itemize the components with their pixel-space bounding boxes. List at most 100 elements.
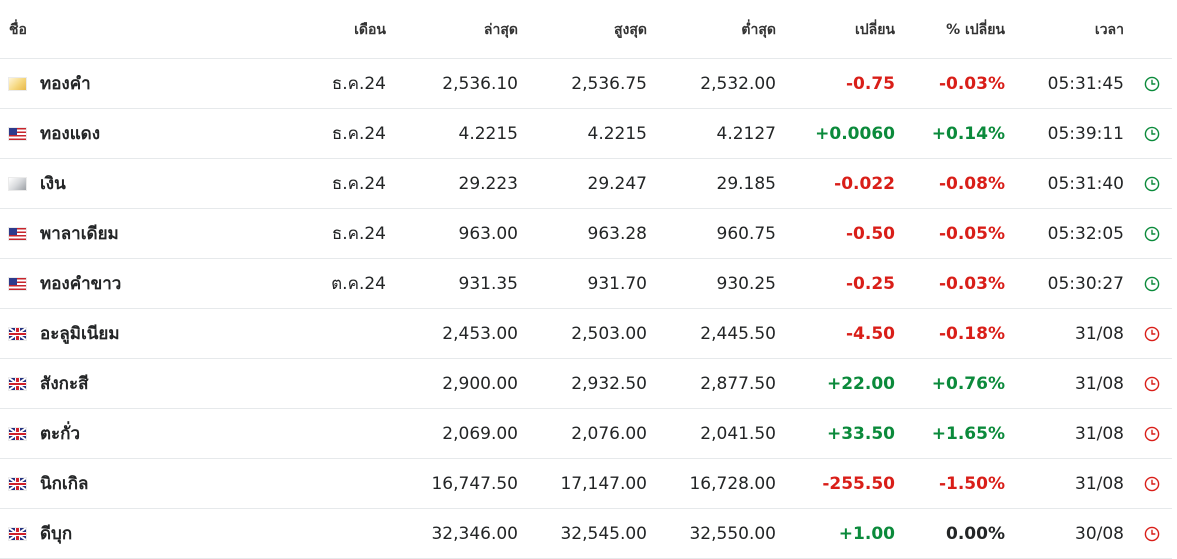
us-flag-icon: [9, 227, 26, 240]
instrument-name-link[interactable]: อะลูมิเนียม: [40, 324, 120, 344]
high-price-cell: 4.2215: [587, 123, 647, 144]
month-cell: ธ.ค.24: [331, 74, 386, 94]
name-cell[interactable]: นิกเกิล: [9, 459, 88, 508]
low-price-cell: 930.25: [716, 273, 776, 294]
change-cell: -0.75: [846, 73, 895, 94]
table-row[interactable]: ตะกั่ว 2,069.00 2,076.00 2,041.50 +33.50 +1.6…: [0, 409, 1172, 459]
instrument-name-link[interactable]: ตะกั่ว: [40, 424, 81, 444]
clock-icon: [1144, 409, 1160, 458]
time-cell: 05:31:45: [1047, 73, 1124, 94]
gold-icon: [9, 77, 26, 90]
last-price-cell: 931.35: [458, 273, 518, 294]
header-last[interactable]: ล่าสุด: [483, 21, 518, 38]
table-row[interactable]: อะลูมิเนียม 2,453.00 2,503.00 2,445.50 -4.50…: [0, 309, 1172, 359]
clock-icon: [1144, 459, 1160, 508]
time-cell: 05:31:40: [1047, 173, 1124, 194]
name-cell[interactable]: ดีบุก: [9, 509, 72, 558]
change-pct-cell: -1.50%: [938, 473, 1005, 494]
high-price-cell: 2,076.00: [571, 423, 647, 444]
high-price-cell: 931.70: [587, 273, 647, 294]
change-cell: -0.25: [846, 273, 895, 294]
table-row[interactable]: พาลาเดียม ธ.ค.24 963.00 963.28 960.75 -0.50 -0…: [0, 209, 1172, 259]
time-cell: 05:39:11: [1047, 123, 1124, 144]
header-high[interactable]: สูงสุด: [613, 21, 647, 38]
instrument-name-link[interactable]: ทองคำ: [40, 74, 91, 94]
last-price-cell: 963.00: [458, 223, 518, 244]
time-cell: 05:30:27: [1047, 273, 1124, 294]
time-cell: 31/08: [1075, 373, 1124, 394]
change-cell: +22.00: [826, 373, 895, 394]
silver-icon: [9, 177, 26, 190]
table-row[interactable]: สังกะสี 2,900.00 2,932.50 2,877.50 +22.00 +0.…: [0, 359, 1172, 409]
name-cell[interactable]: ทองแดง: [9, 109, 100, 158]
table-row[interactable]: ทองคำขาว ต.ค.24 931.35 931.70 930.25 -0.25 -0.…: [0, 259, 1172, 309]
low-price-cell: 2,041.50: [700, 423, 776, 444]
name-cell[interactable]: ทองคำขาว: [9, 259, 121, 308]
low-price-cell: 960.75: [716, 223, 776, 244]
uk-flag-icon: [9, 327, 26, 340]
instrument-name-link[interactable]: สังกะสี: [40, 374, 89, 394]
table-row[interactable]: เงิน ธ.ค.24 29.223 29.247 29.185 -0.022 -0.08%…: [0, 159, 1172, 209]
last-price-cell: 29.223: [458, 173, 518, 194]
header-low[interactable]: ต่ำสุด: [741, 21, 776, 38]
instrument-name-link[interactable]: ดีบุก: [40, 524, 73, 544]
name-cell[interactable]: อะลูมิเนียม: [9, 309, 120, 358]
uk-flag-icon: [9, 427, 26, 440]
last-price-cell: 16,747.50: [431, 473, 518, 494]
high-price-cell: 2,503.00: [571, 323, 647, 344]
table-row[interactable]: นิกเกิล 16,747.50 17,147.00 16,728.00 -255.5…: [0, 459, 1172, 509]
header-time[interactable]: เวลา: [1094, 21, 1124, 38]
table-header: ชื่อ เดือน ล่าสุด สูงสุด ต่ำสุด เปลี่ยน …: [0, 0, 1172, 59]
change-pct-cell: 0.00%: [946, 523, 1005, 544]
clock-icon-svg: [1144, 526, 1160, 541]
instrument-name-link[interactable]: นิกเกิล: [40, 474, 89, 494]
table-row[interactable]: ทองคำ ธ.ค.24 2,536.10 2,536.75 2,532.00 -0.75…: [0, 59, 1172, 109]
clock-icon-svg: [1144, 326, 1160, 341]
instrument-name-link[interactable]: พาลาเดียม: [40, 224, 119, 244]
high-price-cell: 2,932.50: [571, 373, 647, 394]
header-name[interactable]: ชื่อ: [9, 0, 27, 59]
clock-icon-svg: [1144, 376, 1160, 391]
clock-icon-svg: [1144, 276, 1160, 291]
last-price-cell: 4.2215: [458, 123, 518, 144]
header-month[interactable]: เดือน: [354, 21, 386, 38]
table-row[interactable]: ทองแดง ธ.ค.24 4.2215 4.2215 4.2127 +0.0060 +0.…: [0, 109, 1172, 159]
uk-flag-icon: [9, 527, 26, 540]
instrument-name-link[interactable]: เงิน: [40, 174, 66, 194]
change-pct-cell: +0.76%: [931, 373, 1005, 394]
name-cell[interactable]: ตะกั่ว: [9, 409, 80, 458]
us-flag-icon: [9, 127, 26, 140]
instrument-name-link[interactable]: ทองแดง: [40, 124, 101, 144]
high-price-cell: 17,147.00: [560, 473, 647, 494]
name-cell[interactable]: สังกะสี: [9, 359, 88, 408]
change-pct-cell: -0.05%: [938, 223, 1005, 244]
month-cell: ธ.ค.24: [331, 174, 386, 194]
name-cell[interactable]: พาลาเดียม: [9, 209, 119, 258]
table-row[interactable]: ดีบุก 32,346.00 32,545.00 32,550.00 +1.00 0.0…: [0, 509, 1172, 559]
name-cell[interactable]: ทองคำ: [9, 59, 91, 108]
uk-flag-icon: [9, 377, 26, 390]
change-cell: +0.0060: [815, 123, 895, 144]
clock-icon-svg: [1144, 226, 1160, 241]
clock-icon: [1144, 209, 1160, 258]
clock-icon: [1144, 109, 1160, 158]
header-change[interactable]: เปลี่ยน: [854, 21, 895, 38]
header-change-pct[interactable]: % เปลี่ยน: [946, 21, 1005, 38]
change-pct-cell: -0.08%: [938, 173, 1005, 194]
time-cell: 30/08: [1075, 523, 1124, 544]
month-cell: ต.ค.24: [331, 274, 386, 294]
us-flag-icon: [9, 277, 26, 290]
change-pct-cell: +0.14%: [931, 123, 1005, 144]
instrument-name-link[interactable]: ทองคำขาว: [40, 274, 122, 294]
name-cell[interactable]: เงิน: [9, 159, 66, 208]
high-price-cell: 2,536.75: [571, 73, 647, 94]
change-cell: -0.022: [834, 173, 895, 194]
clock-icon-svg: [1144, 426, 1160, 441]
low-price-cell: 32,550.00: [689, 523, 776, 544]
month-cell: ธ.ค.24: [331, 124, 386, 144]
last-price-cell: 2,900.00: [442, 373, 518, 394]
change-pct-cell: +1.65%: [931, 423, 1005, 444]
clock-icon: [1144, 159, 1160, 208]
low-price-cell: 2,877.50: [700, 373, 776, 394]
